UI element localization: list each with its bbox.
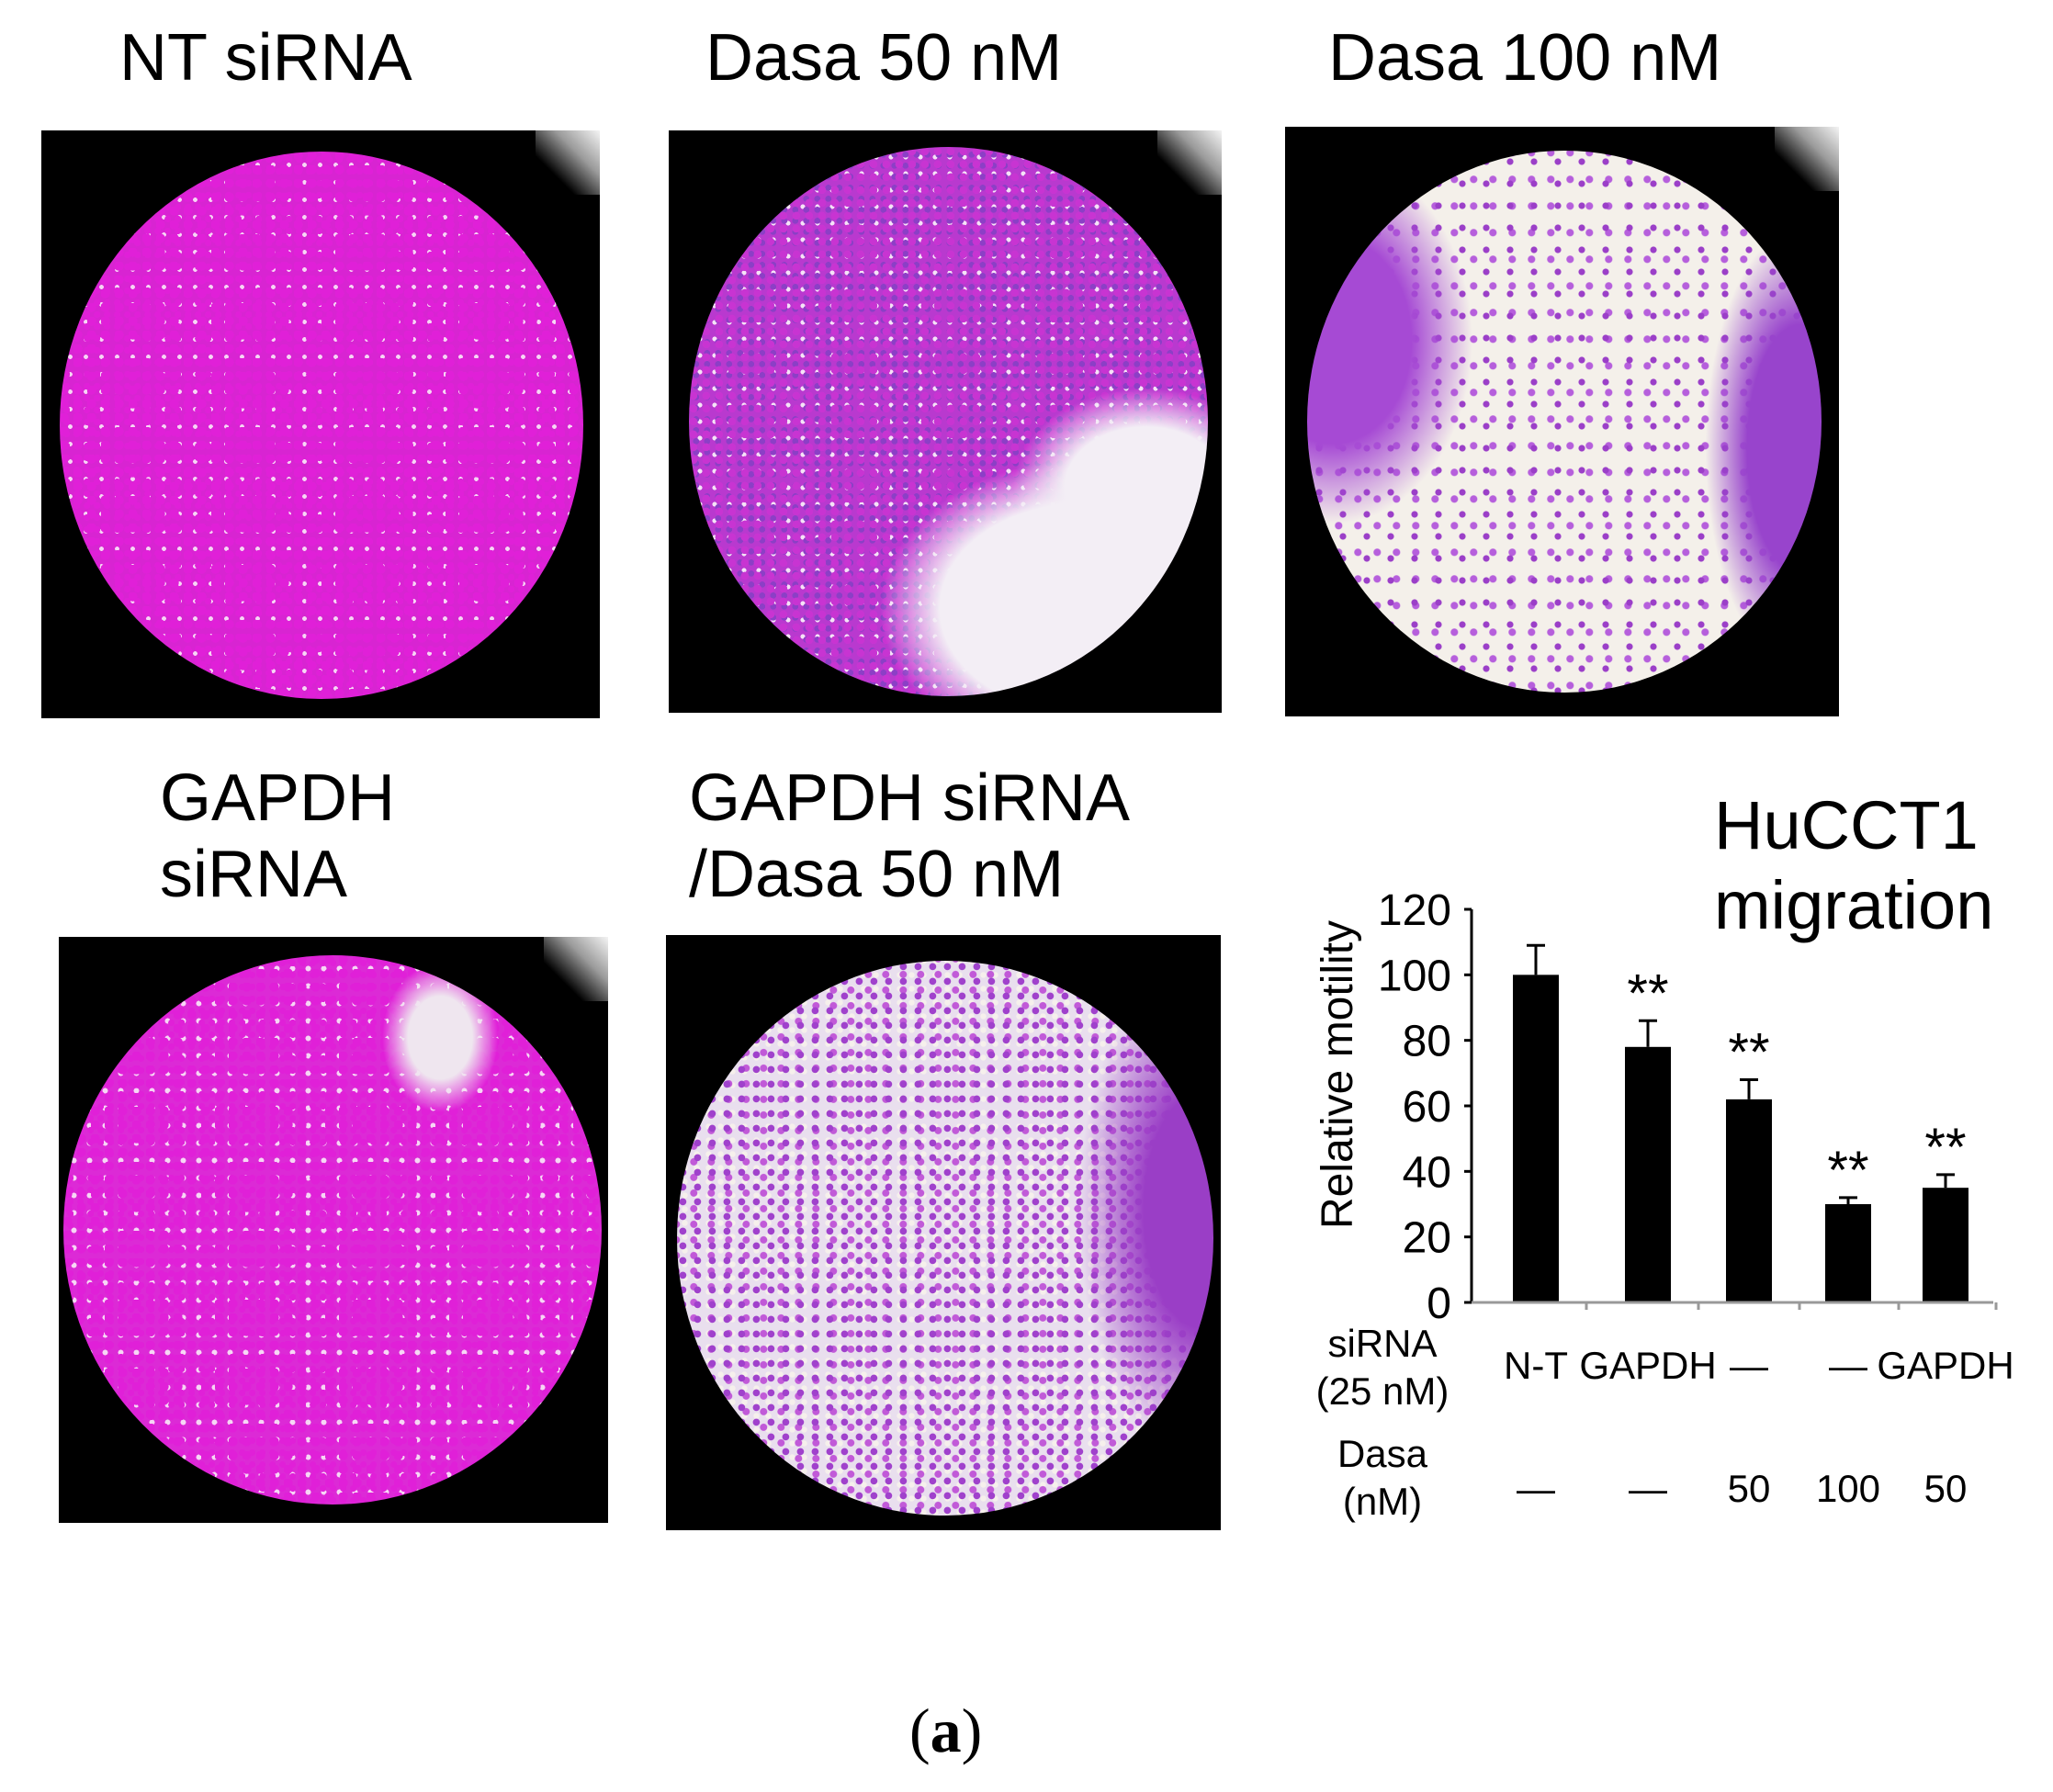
- lens-glare: [544, 937, 608, 1001]
- significance-marker: **: [1627, 964, 1668, 1023]
- micrograph-gapdh-dasa: [666, 935, 1221, 1530]
- micrograph-nt-sirna: [41, 130, 600, 718]
- row-cell: N-T: [1504, 1344, 1568, 1387]
- caption-open: (: [909, 1696, 931, 1765]
- panel-label-dasa-50: Dasa 50 nM: [705, 21, 1063, 95]
- significance-marker: **: [1827, 1141, 1868, 1200]
- bar: [1923, 1188, 1968, 1302]
- lens-glare: [1157, 130, 1222, 195]
- figure-caption: (a): [909, 1695, 982, 1767]
- y-axis-label: Relative motility: [1314, 920, 1362, 1229]
- significance-marker: **: [1924, 1118, 1966, 1178]
- panel-label-dasa-100: Dasa 100 nM: [1328, 21, 1722, 95]
- y-tick-label: 40: [1403, 1148, 1451, 1197]
- row-header: Dasa: [1337, 1432, 1428, 1475]
- bar-chart: Relative motility 0 20 40 60 80 100 120 ** ** **…: [1314, 886, 2014, 1523]
- row-header: siRNA: [1327, 1322, 1437, 1365]
- bar: [1625, 1046, 1671, 1302]
- row-cell: —: [1829, 1344, 1867, 1387]
- chart-title-line: HuCCT1: [1714, 787, 1979, 863]
- stained-well: [63, 955, 602, 1505]
- panel-label-line: siRNA: [160, 837, 348, 911]
- lens-glare: [536, 130, 600, 195]
- chart-title: HuCCT1 migration: [1714, 785, 1993, 946]
- row-cell: —: [1730, 1344, 1768, 1387]
- row-cell: 50: [1924, 1467, 1968, 1510]
- y-tick-label: 120: [1378, 886, 1451, 935]
- stained-well: [60, 152, 583, 699]
- panel-label-line: GAPDH: [160, 761, 396, 835]
- row-cell: 50: [1728, 1467, 1771, 1510]
- row-header: (nM): [1343, 1480, 1422, 1523]
- y-tick-label: 20: [1403, 1214, 1451, 1263]
- y-tick-label: 100: [1378, 952, 1451, 1000]
- row-header: (25 nM): [1316, 1369, 1450, 1413]
- micrograph-dasa-50: [669, 130, 1222, 713]
- row-cell: —: [1629, 1467, 1667, 1510]
- panel-label-gapdh-sirna: GAPDH siRNA: [160, 761, 395, 913]
- significance-marker: **: [1728, 1022, 1769, 1082]
- row-cell: GAPDH: [1877, 1344, 2014, 1387]
- bar: [1513, 975, 1559, 1302]
- row-cell: —: [1517, 1467, 1555, 1510]
- micrograph-dasa-100: [1285, 127, 1839, 716]
- chart-title-line: migration: [1714, 867, 1994, 944]
- stained-well: [689, 147, 1208, 696]
- y-tick-label: 60: [1403, 1083, 1451, 1132]
- panel-label-nt-sirna: NT siRNA: [119, 21, 412, 95]
- panel-label-line: GAPDH siRNA: [689, 761, 1131, 835]
- bar: [1825, 1204, 1871, 1302]
- lens-glare: [1775, 127, 1839, 191]
- y-tick-label: 80: [1403, 1018, 1451, 1066]
- panel-label-line: /Dasa 50 nM: [689, 837, 1065, 911]
- stained-well: [1307, 151, 1822, 693]
- row-cell: 100: [1816, 1467, 1880, 1510]
- caption-close: ): [961, 1696, 983, 1765]
- panel-label-gapdh-dasa: GAPDH siRNA /Dasa 50 nM: [689, 761, 1130, 913]
- bar: [1726, 1099, 1772, 1302]
- micrograph-gapdh-sirna: [59, 937, 608, 1523]
- y-tick-label: 0: [1427, 1279, 1451, 1328]
- row-cell: GAPDH: [1579, 1344, 1716, 1387]
- stained-well: [677, 961, 1213, 1516]
- caption-letter: a: [930, 1696, 962, 1765]
